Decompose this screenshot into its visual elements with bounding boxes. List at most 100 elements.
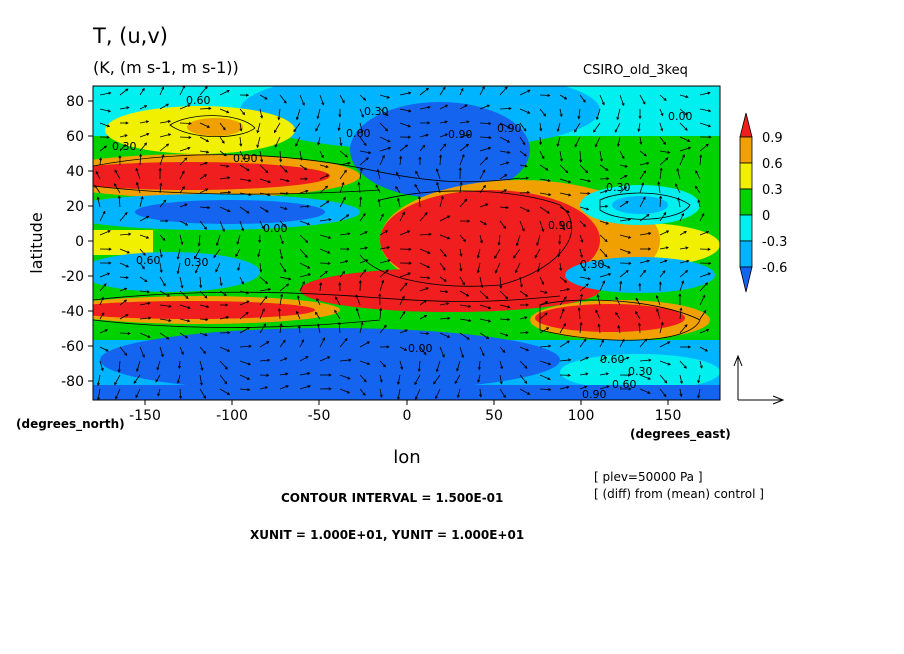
wind-vector	[679, 324, 688, 334]
wind-vector	[379, 108, 389, 117]
wind-vector-head	[364, 246, 369, 250]
wind-vector-head	[647, 247, 652, 251]
wind-vector	[199, 107, 211, 110]
wind-vector	[279, 206, 287, 210]
wind-vector-head	[114, 382, 118, 386]
wind-vector-head	[117, 369, 121, 373]
wind-vector-head	[101, 296, 104, 300]
wind-vector-head	[127, 331, 131, 335]
wind-vector-head	[504, 86, 508, 90]
wind-vector	[559, 262, 562, 271]
wind-vector-head	[480, 284, 484, 289]
wind-vector	[439, 86, 446, 96]
wind-vector	[279, 178, 290, 182]
wind-vector	[199, 220, 207, 230]
wind-vector	[279, 373, 288, 376]
wind-vector	[139, 154, 142, 166]
wind-vector	[199, 360, 203, 371]
wind-vector-head	[124, 352, 128, 356]
wind-vector	[597, 294, 601, 306]
wind-vector	[378, 199, 381, 208]
wind-vector	[157, 388, 161, 396]
wind-vector-head	[133, 380, 137, 384]
wind-vector	[656, 308, 661, 320]
s-central-red	[300, 268, 600, 312]
wind-vector	[199, 86, 208, 96]
wind-vector	[699, 295, 706, 306]
wind-vector	[259, 296, 268, 306]
wind-vector-head	[347, 161, 351, 165]
wind-vector-head	[363, 142, 367, 146]
wind-vector-head	[543, 113, 547, 117]
wind-vector	[599, 164, 609, 171]
wind-vector	[119, 332, 131, 334]
wind-vector-head	[141, 266, 145, 270]
wind-vector-head	[342, 270, 346, 275]
wind-vector	[319, 337, 325, 348]
wind-vector-head	[326, 200, 330, 204]
wind-vector-head	[306, 204, 310, 208]
wind-vector	[596, 108, 601, 120]
wind-vector-head	[500, 366, 504, 370]
wind-vector	[199, 346, 206, 354]
wind-vector	[99, 272, 110, 278]
wind-vector	[418, 196, 421, 208]
wind-vector	[539, 301, 548, 306]
wind-vector-head	[386, 246, 391, 250]
wind-vector	[539, 192, 551, 196]
wind-vector-head	[167, 120, 172, 124]
wind-vector-head	[273, 129, 277, 134]
wind-vector-head	[503, 189, 508, 193]
wind-vector-head	[443, 143, 447, 147]
wind-vector	[159, 183, 162, 194]
wind-vector	[139, 248, 146, 256]
wind-vector	[179, 220, 188, 226]
wind-vector-head	[566, 209, 570, 213]
wind-vector-head	[456, 394, 460, 399]
wind-vector-head	[343, 169, 347, 173]
wind-vector	[439, 317, 450, 320]
wind-vector	[119, 346, 128, 356]
wind-vector-head	[617, 324, 621, 329]
wind-vector-head	[399, 155, 403, 159]
w-equator-yellow	[93, 230, 153, 255]
wind-vector-head	[320, 154, 324, 159]
wind-vector-head	[665, 230, 670, 234]
wind-vector	[356, 308, 361, 320]
wind-vector-head	[140, 196, 144, 200]
wind-vector	[114, 374, 121, 385]
wind-vector	[599, 357, 607, 362]
wind-vector	[639, 232, 651, 236]
wind-vector-head	[407, 135, 412, 139]
wind-vector-head	[280, 293, 284, 297]
wind-vector	[479, 332, 489, 339]
wind-vector-head	[224, 366, 228, 370]
wind-vector-head	[697, 199, 701, 203]
contour-label: 0.30	[184, 256, 209, 269]
wind-vector-head	[602, 280, 605, 284]
wind-vector	[598, 324, 601, 334]
wind-vector	[219, 108, 229, 113]
y-axis	[88, 100, 93, 382]
wind-vector-head	[418, 156, 422, 160]
wind-vector-head	[502, 394, 506, 399]
wind-vector	[397, 388, 401, 400]
wind-vector	[259, 276, 268, 284]
wind-vector-head	[135, 394, 139, 399]
wind-vector	[399, 311, 406, 320]
wind-vector	[296, 108, 301, 120]
wind-vector	[579, 164, 588, 173]
wind-vector	[335, 296, 341, 306]
wind-vector	[536, 234, 541, 246]
wind-vector	[94, 185, 101, 194]
wind-vector-head	[215, 242, 219, 247]
wind-vector-head	[580, 239, 584, 243]
wind-vector	[159, 133, 171, 138]
wind-vector-head	[646, 161, 650, 165]
wind-vector	[639, 374, 651, 380]
wind-vector	[459, 262, 462, 271]
wind-vector-head	[377, 198, 381, 202]
wind-vector	[99, 329, 108, 334]
wind-vector-head	[283, 100, 287, 104]
wind-vector-head	[444, 133, 449, 137]
